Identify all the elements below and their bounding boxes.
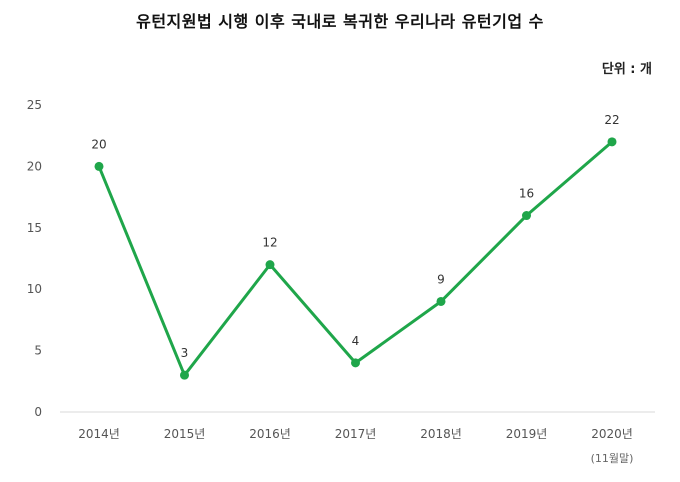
data-label: 22	[604, 113, 619, 127]
x-axis-ticks: 2014년 2015년 2016년 2017년 2018년 2019년 2020년	[78, 427, 633, 441]
y-tick-label: 5	[34, 344, 42, 358]
y-tick-label: 20	[27, 159, 42, 173]
data-point	[94, 161, 104, 171]
data-point	[436, 296, 446, 306]
unit-label: 단위 : 개	[601, 62, 652, 77]
data-labels: 20 3 12 4 9 16 22	[91, 113, 619, 360]
y-axis-ticks: 0 5 10 15 20 25	[27, 98, 42, 419]
chart-title: 유턴지원법 시행 이후 국내로 복귀한 우리나라 유턴기업 수	[136, 12, 544, 31]
data-label: 16	[519, 187, 534, 201]
y-tick-label: 0	[34, 405, 42, 419]
data-point	[180, 370, 189, 380]
data-label: 9	[437, 272, 445, 286]
data-point	[265, 260, 275, 270]
x-tick-label: 2014년	[78, 427, 120, 441]
x-tick-label: 2017년	[335, 427, 377, 441]
x-tick-label: 2018년	[420, 427, 462, 441]
x-tick-label: 2016년	[249, 427, 291, 441]
data-label: 3	[181, 346, 189, 360]
data-label: 20	[91, 137, 106, 151]
data-point	[522, 211, 531, 221]
data-point	[351, 358, 360, 368]
x-axis-note: (11월말)	[591, 452, 634, 465]
x-tick-label: 2015년	[164, 427, 206, 441]
data-label: 12	[262, 236, 277, 250]
y-tick-label: 15	[27, 221, 42, 235]
y-tick-label: 25	[27, 98, 42, 112]
x-tick-label: 2019년	[506, 427, 548, 441]
y-tick-label: 10	[27, 282, 42, 296]
x-tick-label: 2020년	[591, 427, 633, 441]
data-point	[607, 137, 617, 147]
data-points	[94, 137, 617, 380]
data-label: 4	[352, 334, 360, 348]
